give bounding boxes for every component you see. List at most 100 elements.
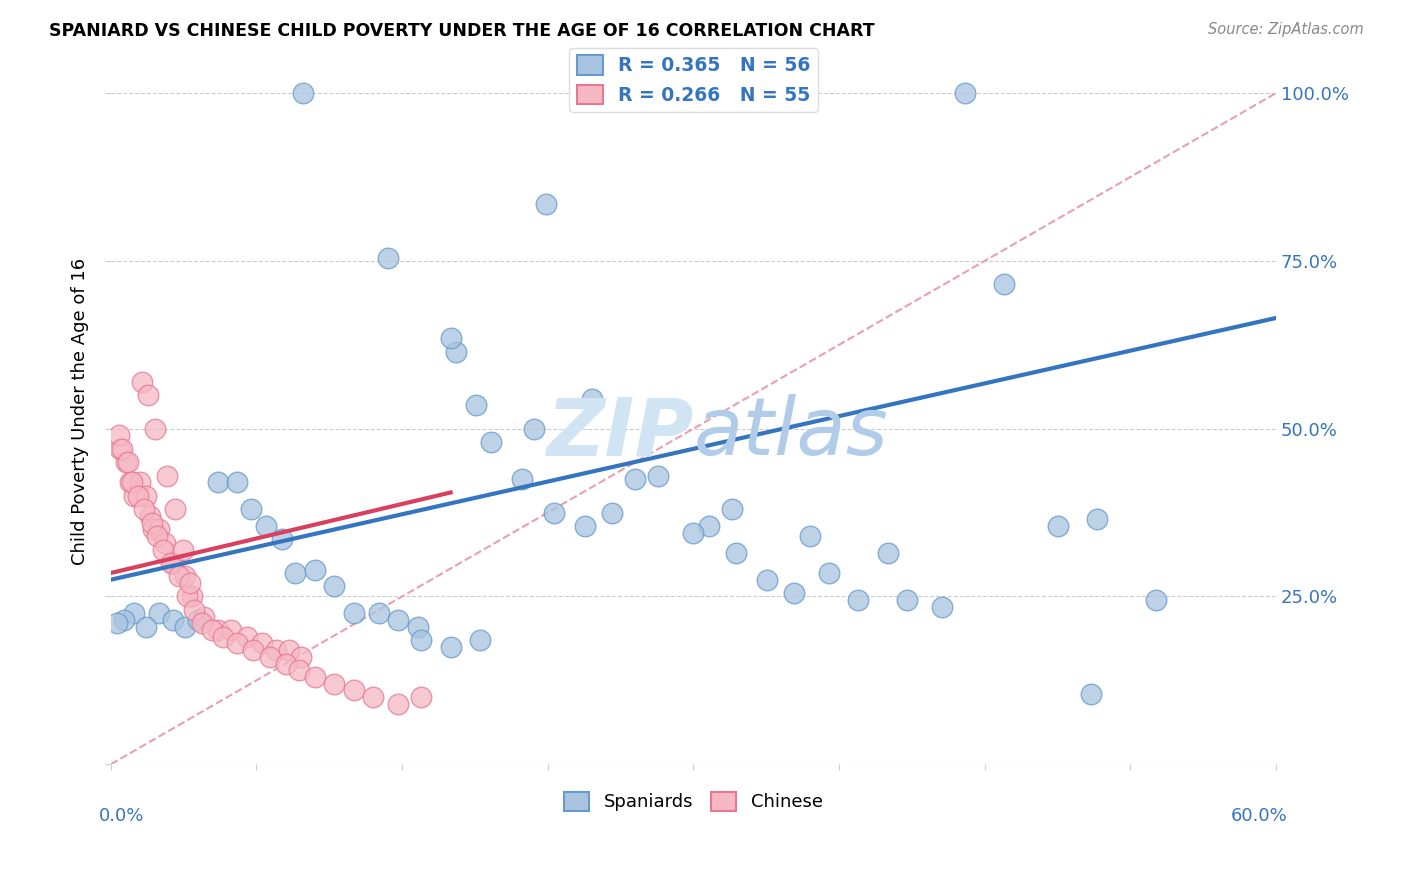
Point — [153, 536, 176, 550]
Point — [112, 613, 135, 627]
Point — [191, 616, 214, 631]
Point — [176, 590, 198, 604]
Point — [193, 609, 215, 624]
Point — [367, 607, 389, 621]
Point — [138, 508, 160, 523]
Point — [725, 546, 748, 560]
Point — [446, 344, 468, 359]
Point — [207, 623, 229, 637]
Point — [183, 603, 205, 617]
Point — [181, 590, 204, 604]
Point — [574, 519, 596, 533]
Point — [127, 489, 149, 503]
Point — [292, 86, 315, 100]
Point — [993, 277, 1015, 292]
Point — [756, 573, 779, 587]
Point — [152, 542, 174, 557]
Point — [682, 525, 704, 540]
Point — [377, 251, 399, 265]
Point — [179, 576, 201, 591]
Point — [239, 502, 262, 516]
Point — [212, 630, 235, 644]
Point — [122, 607, 145, 621]
Point — [201, 623, 224, 637]
Point — [323, 677, 346, 691]
Text: 60.0%: 60.0% — [1230, 806, 1288, 824]
Point — [304, 563, 326, 577]
Text: SPANIARD VS CHINESE CHILD POVERTY UNDER THE AGE OF 16 CORRELATION CHART: SPANIARD VS CHINESE CHILD POVERTY UNDER … — [49, 22, 875, 40]
Point — [145, 422, 167, 436]
Point — [818, 566, 841, 580]
Point — [523, 422, 546, 436]
Point — [110, 442, 132, 456]
Point — [187, 613, 209, 627]
Point — [955, 86, 977, 100]
Point — [387, 613, 409, 627]
Point — [121, 475, 143, 490]
Point — [135, 489, 157, 503]
Point — [226, 636, 249, 650]
Point — [581, 392, 603, 406]
Point — [173, 569, 195, 583]
Point — [543, 506, 565, 520]
Point — [141, 516, 163, 530]
Text: 0.0%: 0.0% — [98, 806, 145, 824]
Point — [848, 592, 870, 607]
Point — [129, 475, 152, 490]
Point — [111, 442, 134, 456]
Point — [512, 472, 534, 486]
Point — [163, 502, 186, 516]
Text: atlas: atlas — [693, 394, 889, 472]
Point — [107, 428, 129, 442]
Point — [259, 649, 281, 664]
Text: ZIP: ZIP — [546, 394, 693, 472]
Point — [270, 533, 292, 547]
Point — [156, 468, 179, 483]
Point — [931, 599, 953, 614]
Point — [464, 398, 486, 412]
Point — [162, 613, 184, 627]
Point — [131, 375, 153, 389]
Point — [1080, 687, 1102, 701]
Point — [146, 529, 169, 543]
Point — [226, 475, 249, 490]
Text: Source: ZipAtlas.com: Source: ZipAtlas.com — [1208, 22, 1364, 37]
Point — [406, 620, 429, 634]
Point — [254, 519, 277, 533]
Point — [361, 690, 384, 705]
Point — [115, 455, 138, 469]
Point — [135, 620, 157, 634]
Point — [132, 502, 155, 516]
Point — [323, 579, 346, 593]
Point — [288, 663, 311, 677]
Point — [647, 468, 669, 483]
Point — [252, 636, 274, 650]
Point — [162, 556, 184, 570]
Point — [173, 620, 195, 634]
Point — [120, 475, 142, 490]
Point — [697, 519, 720, 533]
Point — [264, 643, 287, 657]
Point — [411, 690, 433, 705]
Y-axis label: Child Poverty Under the Age of 16: Child Poverty Under the Age of 16 — [72, 259, 89, 566]
Point — [142, 522, 165, 536]
Point — [235, 630, 257, 644]
Point — [387, 697, 409, 711]
Point — [290, 649, 312, 664]
Point — [342, 683, 364, 698]
Legend: Spaniards, Chinese: Spaniards, Chinese — [557, 785, 830, 819]
Point — [534, 197, 557, 211]
Point — [274, 657, 297, 671]
Point — [148, 607, 170, 621]
Point — [1144, 592, 1167, 607]
Point — [207, 475, 229, 490]
Point — [117, 455, 139, 469]
Point — [342, 607, 364, 621]
Point — [783, 586, 806, 600]
Point — [721, 502, 744, 516]
Point — [160, 556, 183, 570]
Point — [439, 331, 461, 345]
Point — [304, 670, 326, 684]
Point — [411, 633, 433, 648]
Point — [105, 616, 128, 631]
